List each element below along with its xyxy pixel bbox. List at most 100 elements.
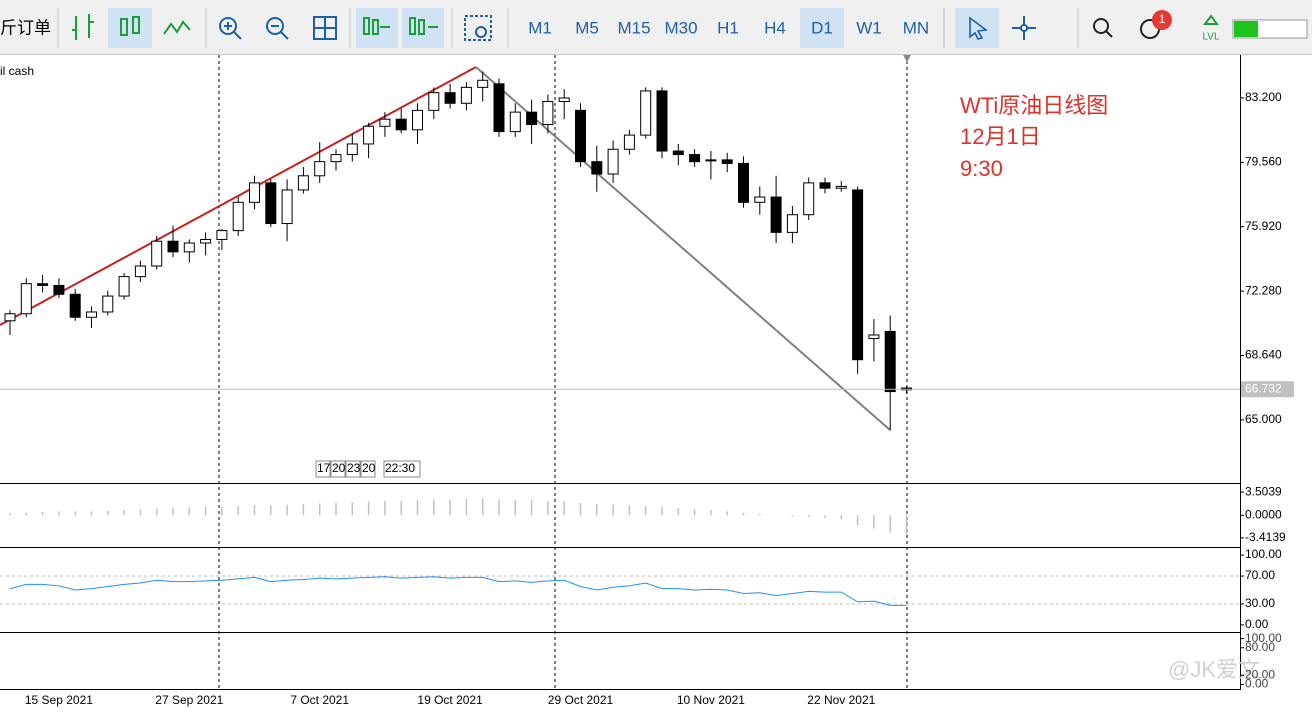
candle-body bbox=[20, 283, 32, 315]
time-mark-box bbox=[315, 460, 331, 478]
candle-body bbox=[640, 90, 652, 136]
candle-body bbox=[200, 238, 212, 244]
lvl[interactable]: LVL bbox=[1202, 32, 1219, 43]
candle-body bbox=[37, 283, 49, 286]
time-mark-box bbox=[360, 460, 376, 478]
time-mark: 22:30 bbox=[385, 461, 415, 475]
time-mark: 20 bbox=[332, 461, 346, 475]
candle-body bbox=[607, 148, 619, 175]
line-button[interactable] bbox=[163, 20, 191, 35]
x-tick-label: 15 Sep 2021 bbox=[25, 693, 93, 707]
timeframe[interactable]: M5 bbox=[575, 18, 599, 37]
timeframe[interactable]: H1 bbox=[717, 18, 739, 37]
x-tick-label: 27 Sep 2021 bbox=[155, 693, 223, 707]
timeframe-active bbox=[800, 8, 844, 48]
candle-body bbox=[249, 182, 260, 203]
candle-body bbox=[705, 159, 717, 162]
x-tick-label: 19 Oct 2021 bbox=[417, 693, 483, 707]
candle-body bbox=[558, 97, 570, 103]
scroll-icons bbox=[363, 17, 438, 35]
cursor-button[interactable] bbox=[955, 8, 999, 48]
candle-body bbox=[738, 162, 749, 203]
timeframe[interactable]: MN bbox=[903, 18, 929, 37]
zoom-out[interactable] bbox=[266, 17, 289, 40]
screenshot-button[interactable] bbox=[464, 15, 492, 41]
candle-body bbox=[134, 265, 146, 278]
period-separators bbox=[218, 55, 908, 690]
trendline-down bbox=[475, 66, 891, 431]
time-mark-box bbox=[383, 460, 421, 478]
candle-body bbox=[623, 134, 635, 150]
y-tick-label: 68.640 bbox=[1245, 348, 1282, 362]
candle-body bbox=[281, 189, 293, 225]
lvl-icon bbox=[1203, 14, 1219, 25]
grid-button[interactable] bbox=[313, 16, 337, 40]
candle-body bbox=[575, 109, 586, 163]
x-tick-label: 7 Oct 2021 bbox=[290, 693, 349, 707]
candle-body bbox=[297, 175, 309, 191]
toolbar bbox=[0, 0, 1312, 54]
search-button[interactable] bbox=[1093, 18, 1113, 38]
candle-body bbox=[526, 111, 538, 126]
shift-marker bbox=[903, 55, 911, 62]
x-tick-label: 29 Oct 2021 bbox=[548, 693, 614, 707]
y-tick-label: 100.00 bbox=[1245, 631, 1282, 645]
candle-body bbox=[118, 276, 130, 297]
candle-body bbox=[346, 143, 358, 156]
candle-body bbox=[363, 125, 375, 145]
chart-frame bbox=[0, 55, 1241, 690]
candle-body bbox=[509, 111, 521, 133]
candle-icon bbox=[120, 16, 140, 36]
rsi-line bbox=[9, 576, 907, 606]
candle-body bbox=[542, 101, 554, 126]
candle-body bbox=[591, 161, 603, 175]
candle-body bbox=[803, 182, 815, 216]
candle-body bbox=[868, 334, 880, 340]
candle-body bbox=[477, 79, 489, 88]
timeframe[interactable]: H4 bbox=[764, 18, 786, 37]
timeframe[interactable]: M1 bbox=[528, 18, 552, 37]
candle-body bbox=[721, 159, 733, 164]
candle-body bbox=[786, 214, 798, 233]
zoom-in[interactable] bbox=[219, 17, 242, 40]
symbol: il cash bbox=[0, 64, 34, 78]
y-tick-label: 72.280 bbox=[1245, 283, 1282, 297]
y-tick-label: 0.00 bbox=[1245, 677, 1269, 691]
candle-body bbox=[395, 118, 407, 131]
candle-body bbox=[819, 182, 831, 189]
candle-body bbox=[672, 150, 684, 156]
signal-fill bbox=[1234, 21, 1258, 37]
watermark: @JK爱文 bbox=[1168, 657, 1260, 682]
candle-body bbox=[232, 201, 244, 232]
candle-button[interactable] bbox=[108, 8, 152, 48]
timeframe[interactable]: W1 bbox=[856, 18, 882, 37]
crosshair-button[interactable] bbox=[1012, 16, 1036, 40]
y-tick-label: 83.200 bbox=[1245, 90, 1282, 104]
candle-body bbox=[493, 83, 505, 133]
candle-body bbox=[69, 293, 81, 318]
candle-body bbox=[444, 92, 456, 104]
y-tick-label: 75.920 bbox=[1245, 219, 1282, 233]
y-tick-label: 100.00 bbox=[1245, 547, 1282, 561]
candle-body bbox=[314, 161, 326, 177]
candle-body bbox=[835, 185, 847, 189]
candle-body bbox=[183, 242, 195, 253]
x-tick-label: 22 Nov 2021 bbox=[807, 693, 875, 707]
candle-body bbox=[770, 196, 782, 233]
y-tick-label: -3.4139 bbox=[1245, 530, 1286, 544]
candle-body bbox=[330, 154, 342, 163]
trendline-up bbox=[0, 66, 477, 326]
bar-chart-button[interactable] bbox=[72, 14, 94, 40]
current-price-label: 66.732 bbox=[1245, 381, 1282, 395]
candle-body bbox=[265, 182, 277, 225]
candle-body bbox=[884, 330, 896, 393]
time-mark-box bbox=[345, 460, 361, 478]
timeframe[interactable]: D1 bbox=[811, 18, 833, 37]
time-mark-box bbox=[330, 460, 346, 478]
candle-body bbox=[852, 189, 864, 361]
time-mark: 20 bbox=[362, 461, 376, 475]
timeframe[interactable]: M30 bbox=[664, 18, 697, 37]
candle-body bbox=[4, 313, 16, 322]
timeframe[interactable]: M15 bbox=[617, 18, 650, 37]
new-order[interactable]: 斤订单 bbox=[0, 18, 51, 37]
